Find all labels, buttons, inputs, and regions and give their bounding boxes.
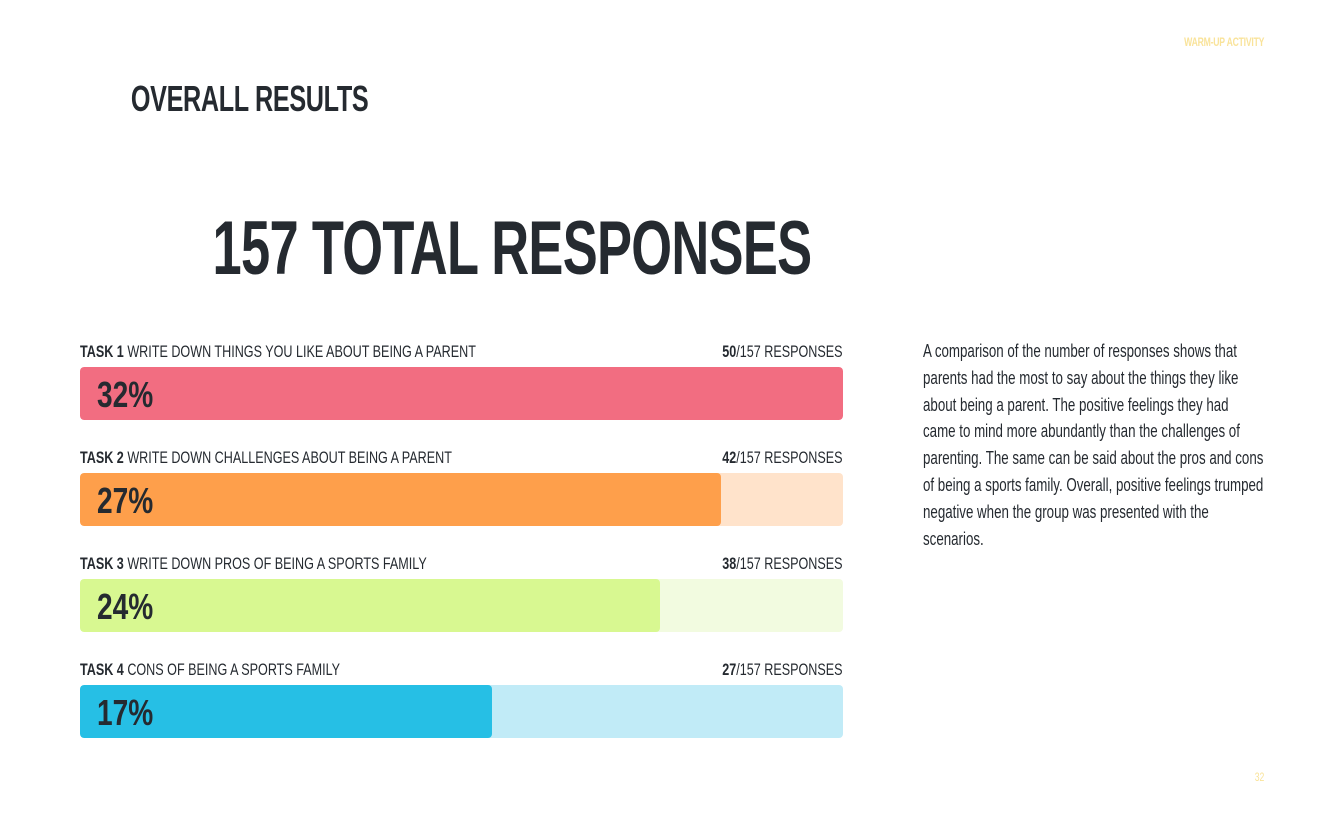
response-number: 50 [722,342,737,361]
percent-label: 27% [97,480,154,521]
task-response-count: 38/157 RESPONSES [723,554,843,574]
response-number: 38 [722,554,737,573]
bar-track: 27% [80,473,843,526]
task-response-count: 42/157 RESPONSES [723,448,843,468]
task-number: TASK 4 [80,660,124,679]
task-title: TASK 2 WRITE DOWN CHALLENGES ABOUT BEING… [80,448,452,468]
bar-track: 17% [80,685,843,738]
percent-label: 24% [97,586,154,627]
task-label: WRITE DOWN CHALLENGES ABOUT BEING A PARE… [127,448,452,467]
task-number: TASK 2 [80,448,124,467]
bar-fill [80,367,843,420]
bar-fill [80,579,660,632]
response-total: /157 RESPONSES [736,554,843,573]
task-row: TASK 4 CONS OF BEING A SPORTS FAMILY 27/… [80,660,843,738]
task-label: CONS OF BEING A SPORTS FAMILY [127,660,341,679]
bar-fill [80,685,493,738]
bar-track: 32% [80,367,843,420]
task-response-count: 50/157 RESPONSES [723,342,843,362]
task-number: TASK 1 [80,342,124,361]
bar-track: 24% [80,579,843,632]
task-number: TASK 3 [80,554,124,573]
response-number: 42 [722,448,737,467]
task-title: TASK 3 WRITE DOWN PROS OF BEING A SPORTS… [80,554,427,574]
task-row: TASK 1 WRITE DOWN THINGS YOU LIKE ABOUT … [80,342,843,420]
section-label: WARM-UP ACTIVITY [1183,35,1264,49]
summary-paragraph: A comparison of the number of responses … [923,341,1264,549]
task-row: TASK 2 WRITE DOWN CHALLENGES ABOUT BEING… [80,448,843,526]
task-label: WRITE DOWN PROS OF BEING A SPORTS FAMILY [127,554,427,573]
task-response-count: 27/157 RESPONSES [723,660,843,680]
response-total: /157 RESPONSES [736,660,843,679]
response-number: 27 [722,660,737,679]
percent-label: 32% [97,374,154,415]
response-total: /157 RESPONSES [736,342,843,361]
page-number: 32 [1254,770,1264,784]
response-total: /157 RESPONSES [736,448,843,467]
task-row: TASK 3 WRITE DOWN PROS OF BEING A SPORTS… [80,554,843,632]
total-responses-heading: 157 TOTAL RESPONSES [212,206,813,291]
task-title: TASK 1 WRITE DOWN THINGS YOU LIKE ABOUT … [80,342,476,362]
page-title: OVERALL RESULTS [130,78,369,119]
percent-label: 17% [97,692,154,733]
task-title: TASK 4 CONS OF BEING A SPORTS FAMILY [80,660,340,680]
task-label: WRITE DOWN THINGS YOU LIKE ABOUT BEING A… [127,342,476,361]
bar-fill [80,473,721,526]
